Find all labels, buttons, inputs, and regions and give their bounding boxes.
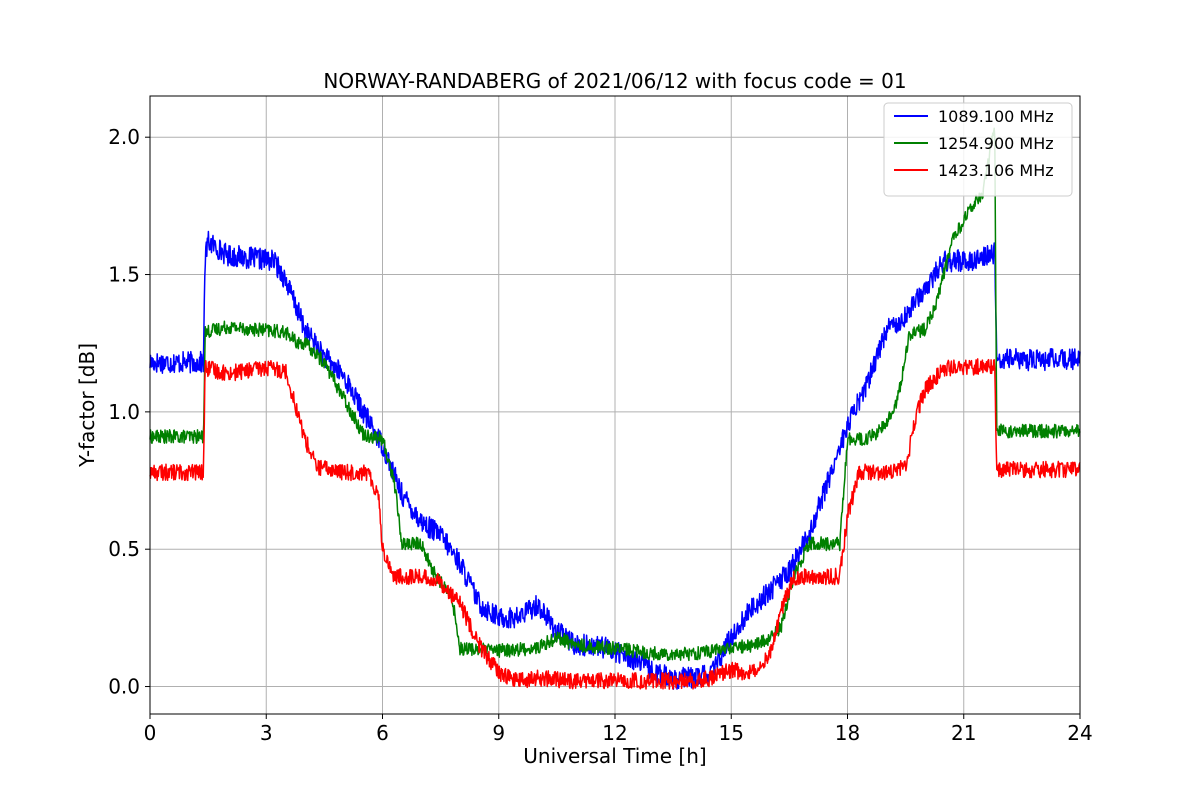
- x-tick-label: 9: [492, 721, 505, 745]
- chart-title: NORWAY-RANDABERG of 2021/06/12 with focu…: [323, 69, 906, 93]
- x-tick-label: 3: [260, 721, 273, 745]
- series-line: [149, 127, 1081, 662]
- legend-label: 1089.100 MHz: [938, 107, 1054, 126]
- y-tick-label: 2.0: [108, 125, 140, 149]
- x-tick-label: 24: [1067, 721, 1092, 745]
- series-line: [149, 358, 1081, 690]
- y-tick-label: 0.0: [108, 675, 140, 699]
- legend-label: 1423.106 MHz: [938, 161, 1054, 180]
- x-tick-label: 12: [602, 721, 627, 745]
- x-tick-label: 18: [835, 721, 860, 745]
- legend-box: [883, 102, 1073, 197]
- legend-label: 1254.900 MHz: [938, 134, 1054, 153]
- x-tick-label: 0: [144, 721, 157, 745]
- y-tick-label: 0.5: [108, 537, 140, 561]
- x-tick-label: 6: [376, 721, 389, 745]
- y-tick-label: 1.5: [108, 263, 140, 287]
- x-axis: 0 3 6 9 12 15 18 21 24: [144, 714, 1093, 745]
- x-axis-label: Universal Time [h]: [523, 744, 706, 768]
- series-layer: [149, 127, 1081, 690]
- x-tick-label: 15: [719, 721, 744, 745]
- legend: 1089.100 MHz 1254.900 MHz 1423.106 MHz: [883, 102, 1073, 197]
- y-tick-label: 1.0: [108, 400, 140, 424]
- y-axis: 0.0 0.5 1.0 1.5 2.0: [108, 125, 150, 699]
- x-tick-label: 21: [951, 721, 976, 745]
- y-axis-label: Y-factor [dB]: [75, 343, 99, 468]
